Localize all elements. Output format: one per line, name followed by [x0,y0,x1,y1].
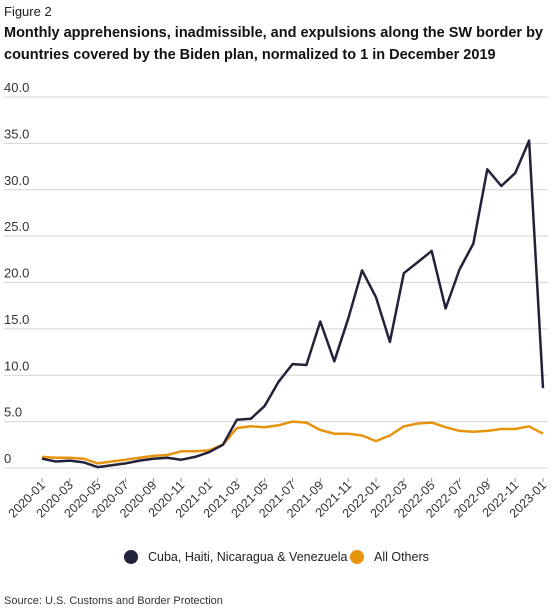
series-layer [41,139,545,469]
y-tick-label: 15.0 [4,312,29,327]
source-note: Source: U.S. Customs and Border Protecti… [4,595,223,607]
y-tick-label: 10.0 [4,358,29,373]
series-line-all-others [41,420,544,465]
y-tick-label: 20.0 [4,266,29,281]
legend-item-cuba-haiti-nicaragua-venezuela: Cuba, Haiti, Nicaragua & Venezuela [124,550,347,564]
y-tick-labels: 40.0 35.0 30.0 25.0 20.0 15.0 10.0 5.0 0 [4,80,29,466]
y-tick-label: 0 [4,451,11,466]
y-tick-label: 30.0 [4,173,29,188]
figure-label: Figure 2 [4,4,52,19]
legend-label: All Others [374,550,429,564]
y-tick-label: 5.0 [4,405,22,420]
legend-item-all-others: All Others [350,550,429,564]
chart-title: Monthly apprehensions, inadmissible, and… [4,25,543,63]
x-tick-labels: 2020-012020-032020-052020-072020-092020-… [6,478,549,521]
series-line-cuba-haiti-nicaragua-venezuela [41,139,545,469]
legend-swatch-orange [350,550,364,564]
legend-swatch-dark [124,550,138,564]
y-tick-label: 25.0 [4,219,29,234]
y-tick-label: 35.0 [4,126,29,141]
grid-layer [4,96,548,469]
legend-label: Cuba, Haiti, Nicaragua & Venezuela [148,550,348,564]
line-chart: 40.0 35.0 30.0 25.0 20.0 15.0 10.0 5.0 0 2020-01… [4,80,549,521]
chart-legend: Cuba, Haiti, Nicaragua & Venezuela All O… [0,550,560,572]
y-tick-label: 40.0 [4,80,29,95]
